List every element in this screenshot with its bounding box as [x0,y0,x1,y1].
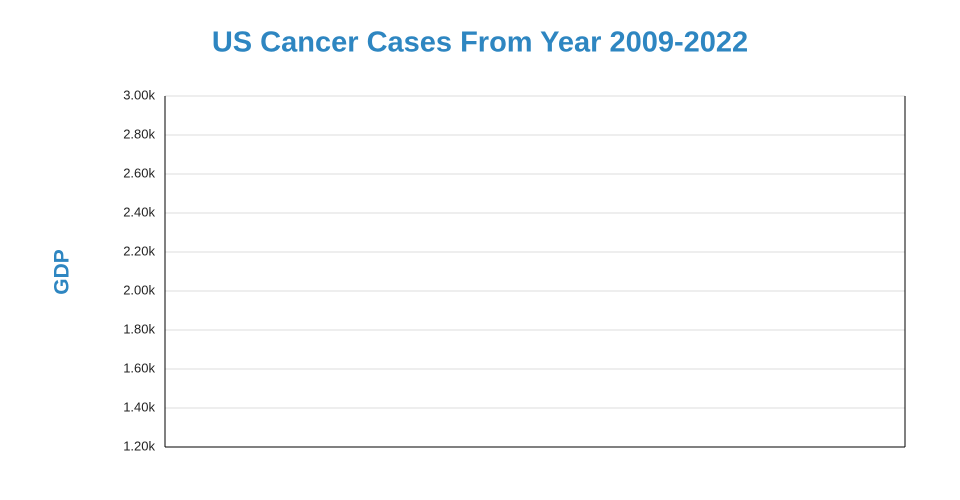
chart-title: US Cancer Cases From Year 2009-2022 [212,27,748,59]
y-tick-label: 2.20k [123,243,155,258]
y-tick-label: 1.80k [123,321,155,336]
y-tick-label: 1.60k [123,360,155,375]
y-tick-label: 2.60k [123,165,155,180]
y-tick-label: 2.00k [123,282,155,297]
y-tick-label: 2.40k [123,204,155,219]
y-tick-label: 1.40k [123,399,155,414]
y-axis-label: GDP [51,249,74,295]
y-tick-label: 3.00k [123,87,155,102]
y-tick-label: 1.20k [123,438,155,453]
y-tick-label: 2.80k [123,126,155,141]
